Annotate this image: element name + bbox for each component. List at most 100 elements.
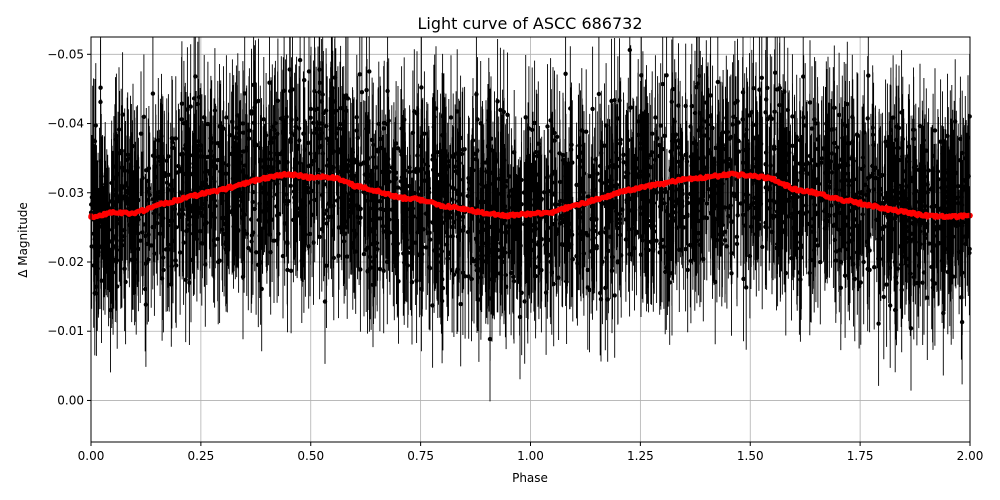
observation-point (797, 161, 802, 166)
x-tick-label: 0.75 (407, 449, 434, 463)
observation-point (391, 199, 396, 204)
observation-point (953, 119, 958, 124)
model-bin-point (747, 172, 754, 179)
model-bin-point (923, 212, 929, 219)
observation-point (130, 180, 135, 185)
observation-point (350, 209, 355, 214)
observation-point (740, 90, 746, 95)
x-tick-label: 1.00 (517, 449, 544, 463)
observation-point (186, 227, 191, 233)
observation-point (899, 185, 904, 190)
observation-point (517, 314, 523, 320)
observation-point (132, 260, 137, 266)
observation-point (618, 141, 623, 146)
observation-point (735, 213, 740, 218)
observation-point (684, 195, 690, 200)
observation-point (667, 280, 672, 285)
observation-point (91, 185, 96, 190)
observation-point (631, 201, 636, 206)
observation-point (638, 252, 644, 257)
observation-point (763, 110, 768, 115)
observation-point (926, 168, 931, 173)
observation-point (256, 262, 261, 267)
observation-point (617, 156, 622, 162)
observation-point (753, 205, 758, 211)
observation-point (754, 161, 760, 166)
observation-point (801, 115, 806, 120)
observation-point (406, 250, 411, 255)
observation-point (914, 188, 919, 194)
observation-point (317, 89, 322, 95)
observation-point (382, 207, 388, 213)
observation-point (620, 207, 625, 212)
observation-point (478, 268, 484, 274)
observation-point (695, 81, 701, 86)
observation-point (720, 142, 725, 147)
observation-point (335, 150, 341, 155)
observation-point (551, 281, 556, 287)
observation-point (159, 219, 165, 224)
observation-point (794, 178, 800, 183)
observation-point (271, 238, 277, 243)
observation-point (915, 252, 921, 257)
observation-point (244, 231, 249, 236)
observation-point (898, 244, 903, 249)
observation-point (309, 212, 315, 217)
observation-point (584, 129, 589, 134)
observation-point (688, 242, 693, 248)
observation-point (453, 151, 459, 156)
observation-point (931, 233, 937, 239)
observation-point (618, 220, 623, 226)
observation-point (672, 119, 677, 124)
observation-point (322, 182, 327, 187)
observation-point (545, 124, 550, 129)
observation-point (650, 211, 655, 217)
observation-point (177, 169, 182, 174)
observation-point (769, 116, 774, 122)
observation-point (303, 232, 308, 237)
observation-point (767, 198, 772, 203)
observation-point (349, 173, 354, 179)
observation-point (713, 279, 718, 285)
observation-point (352, 188, 357, 194)
observation-point (180, 207, 185, 212)
model-bin-point (593, 196, 600, 203)
observation-point (462, 274, 468, 279)
observation-point (961, 178, 966, 183)
observation-point (560, 158, 566, 163)
observation-point (660, 81, 665, 87)
observation-point (824, 121, 829, 126)
observation-point (241, 130, 246, 135)
observation-point (441, 152, 447, 158)
observation-point (213, 163, 218, 169)
observation-point (570, 160, 575, 165)
observation-point (475, 253, 480, 258)
observation-point (244, 148, 249, 153)
observation-point (306, 190, 311, 195)
observation-point (169, 282, 174, 287)
observation-point (849, 208, 854, 213)
observation-point (777, 85, 782, 91)
observation-point (960, 150, 965, 156)
observation-point (308, 151, 313, 156)
observation-point (855, 250, 860, 255)
observation-point (803, 123, 808, 128)
observation-point (519, 290, 524, 295)
observation-point (751, 215, 757, 220)
observation-point (519, 202, 524, 207)
observation-point (843, 171, 848, 176)
observation-point (617, 217, 623, 222)
observation-point (440, 285, 446, 291)
observation-point (369, 229, 374, 234)
observation-point (668, 196, 674, 201)
observation-point (426, 218, 431, 224)
observation-point (424, 162, 429, 167)
observation-point (799, 195, 804, 200)
observation-point (124, 195, 129, 201)
observation-point (122, 168, 127, 173)
observation-point (729, 271, 734, 276)
observation-point (834, 166, 840, 171)
observation-point (368, 265, 374, 270)
observation-point (260, 209, 265, 214)
observation-point (689, 163, 694, 168)
